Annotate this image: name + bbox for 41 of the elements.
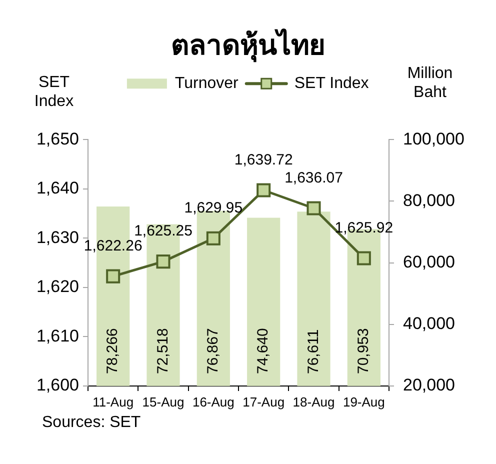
legend-label: SET Index <box>294 75 369 92</box>
y-tick-label: 1,650 <box>36 129 79 148</box>
y2-tick-label: 80,000 <box>403 190 455 210</box>
y-axis-title: SET Index <box>33 73 75 111</box>
data-label: 1,636.07 <box>284 169 343 186</box>
source-note: Sources: SET <box>42 414 141 432</box>
x-tick-label: 18-Aug <box>292 394 335 410</box>
data-label: 1,625.92 <box>334 219 394 236</box>
y2-tick-label: 60,000 <box>403 252 455 272</box>
x-tick-label: 19-Aug <box>342 394 385 410</box>
point <box>256 183 271 198</box>
point <box>206 231 220 246</box>
x-tick-label: 11-Aug <box>92 394 134 410</box>
y2-tick-label: 20,000 <box>403 376 455 395</box>
data-label: 1,625.25 <box>134 222 192 240</box>
data-label: 1,639.72 <box>234 151 293 168</box>
y-tick-label: 1,610 <box>36 326 79 346</box>
data-label: 76,611 <box>304 329 322 374</box>
point <box>106 269 120 284</box>
y2-tick-label: 100,000 <box>403 129 464 148</box>
x-tick-label: 15-Aug <box>142 394 184 410</box>
point <box>356 251 371 266</box>
data-label: 74,640 <box>254 328 272 374</box>
data-label: 70,953 <box>355 328 372 374</box>
data-label: 78,266 <box>104 328 122 374</box>
data-label: 1,622.26 <box>84 237 142 254</box>
data-label: 76,867 <box>204 328 222 374</box>
point <box>306 201 321 216</box>
y-tick-label: 1,630 <box>36 228 79 247</box>
data-label: 1,629.95 <box>184 200 243 217</box>
x-tick-label: 17-Aug <box>242 394 285 410</box>
data-label: 72,518 <box>154 328 172 374</box>
y2-tick-label: 40,000 <box>403 314 455 334</box>
y-tick-label: 1,600 <box>36 376 79 395</box>
y-tick-label: 1,640 <box>36 178 79 198</box>
y2-axis-title: Million Baht <box>406 64 454 102</box>
point <box>156 254 170 269</box>
y-tick-label: 1,620 <box>36 277 79 296</box>
chart-title: ตลาดหุ้นไทย <box>171 28 325 63</box>
legend-label: Turnover <box>174 75 240 92</box>
x-tick-label: 16-Aug <box>192 394 234 410</box>
